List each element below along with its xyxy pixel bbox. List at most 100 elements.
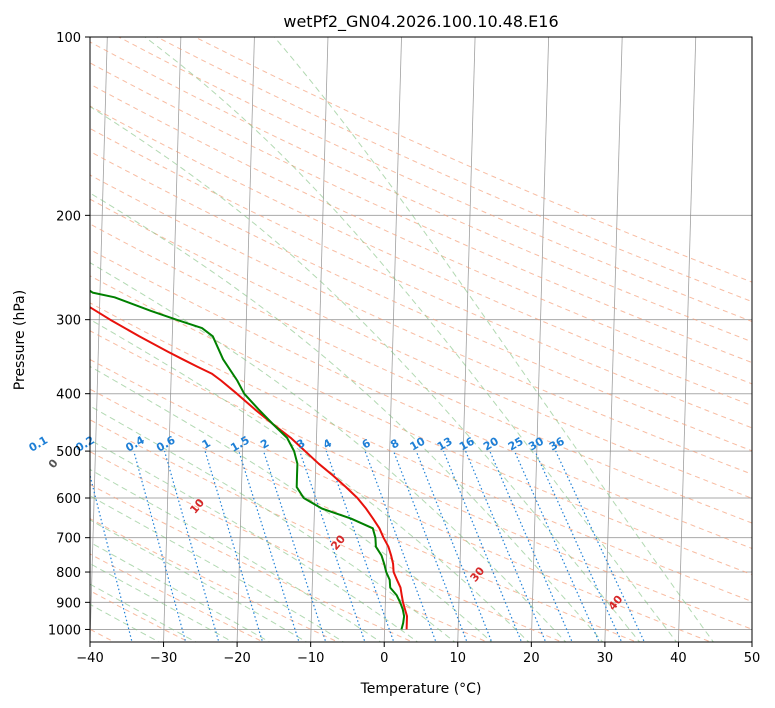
mixing-ratio-label: 1 — [200, 437, 213, 452]
mixing-ratio-line — [262, 450, 327, 642]
dry-adiabat-label: 40 — [606, 593, 626, 613]
mixing-ratio-line — [37, 451, 82, 644]
moist-adiabat-line — [90, 468, 382, 642]
dry-adiabat-line — [90, 419, 563, 642]
moist-adiabat-line — [90, 405, 456, 642]
x-tick-label: −40 — [76, 651, 103, 666]
y-tick-label: 700 — [56, 532, 81, 547]
y-tick-label: 400 — [56, 388, 81, 403]
dry-adiabat-line — [90, 62, 752, 364]
x-tick-label: 40 — [670, 651, 687, 666]
dry-adiabat-line — [90, 451, 489, 642]
dry-adiabat-label: 30 — [468, 564, 488, 584]
mixing-ratio-line — [415, 450, 493, 642]
chart-title: wetPf2_GN04.2026.100.10.48.E16 — [283, 12, 558, 32]
y-tick-label: 300 — [56, 314, 81, 329]
y-tick-label: 1000 — [48, 623, 81, 638]
mixing-ratio-line — [442, 450, 523, 642]
moist-adiabat-line — [90, 318, 530, 642]
mixing-ratio-label: 4 — [321, 436, 334, 451]
x-tick-label: 20 — [523, 651, 540, 666]
dry-adiabat-line — [90, 330, 752, 630]
dry-adiabat-line — [90, 174, 752, 475]
mixing-ratio-line — [392, 450, 468, 642]
dry-adiabat-line — [90, 483, 414, 642]
x-tick-label: −20 — [223, 651, 250, 666]
mixing-ratio-label: 6 — [360, 436, 373, 451]
plot-area — [37, 37, 752, 644]
x-axis: −40 −30 −20 −10 0 10 20 30 40 50 — [76, 642, 760, 666]
dry-adiabat-line — [90, 83, 752, 385]
mixing-ratio-line — [489, 450, 573, 642]
dry-adiabat-line — [90, 41, 752, 343]
dry-adiabat-line — [90, 150, 752, 452]
dry-adiabat-line — [194, 37, 752, 283]
isotherm-line — [751, 628, 752, 642]
isotherm-line — [163, 37, 182, 642]
plot-frame — [89, 36, 753, 643]
y-tick-label: 100 — [56, 31, 81, 46]
y-axis-label: Pressure (hPa) — [12, 290, 28, 390]
x-tick-label: −30 — [150, 651, 177, 666]
dry-adiabat-line — [90, 249, 752, 550]
mixing-ratio-label: 2 — [258, 437, 271, 452]
isotherm-line — [457, 37, 476, 642]
mixing-ratio-line — [163, 450, 220, 642]
dry-adiabat-line — [90, 275, 752, 576]
dry-adiabat-line — [90, 553, 265, 642]
moist-adiabat-line — [90, 439, 419, 642]
isotherm-line — [604, 37, 623, 642]
y-tick-label: 600 — [56, 492, 81, 507]
x-tick-label: 50 — [744, 651, 761, 666]
moist-adiabat-line — [90, 495, 345, 642]
profile-lines — [90, 289, 408, 630]
moist-adiabat-line — [144, 37, 678, 642]
dry-adiabat-line — [90, 358, 713, 642]
mixing-ratio-line — [534, 450, 623, 642]
moist-adiabat-line — [90, 541, 271, 642]
dry-adiabat-line — [90, 388, 638, 642]
mixing-ratio-line — [133, 450, 187, 642]
background-lines — [37, 37, 752, 644]
moist-adiabat-line — [90, 563, 234, 642]
y-tick-label: 500 — [56, 445, 81, 460]
x-tick-label: 10 — [450, 651, 467, 666]
y-axis: 100 200 300 400 500 600 700 800 900 1000 — [48, 31, 90, 638]
dry-adiabat-line — [90, 127, 752, 429]
mixing-ratio-line — [513, 450, 600, 642]
isotherm-line — [530, 37, 550, 642]
dry-adiabat-label: 20 — [328, 532, 348, 552]
moist-adiabat-line — [90, 583, 197, 642]
moist-adiabat-line — [90, 519, 308, 642]
mixing-ratio-line — [555, 450, 646, 642]
isotherm-line — [236, 37, 255, 642]
dewpoint-line — [90, 289, 406, 630]
y-tick-label: 900 — [56, 596, 81, 611]
moist-adiabat-line — [90, 365, 493, 642]
mixing-ratio-label: 3 — [294, 437, 307, 452]
temperature-line — [90, 306, 408, 630]
moist-adiabat-line — [274, 37, 715, 642]
isotherm-line — [678, 37, 697, 642]
mixing-ratio-line — [465, 450, 547, 642]
dry-adiabat-label: 10 — [187, 496, 207, 516]
mixing-ratio-line — [204, 450, 264, 642]
x-tick-label: 0 — [380, 651, 388, 666]
y-tick-label: 200 — [56, 209, 81, 224]
dry-adiabat-line — [90, 198, 752, 499]
x-tick-label: 30 — [597, 651, 614, 666]
dry-adiabat-line — [90, 590, 190, 642]
dry-adiabat-line — [156, 37, 752, 303]
isotherm-line — [383, 37, 402, 642]
x-tick-label: −10 — [297, 651, 324, 666]
dry-adiabat-line — [90, 302, 752, 603]
moist-adiabat-line — [90, 105, 641, 642]
moist-adiabat-line — [90, 192, 604, 642]
moist-adiabat-line — [90, 262, 567, 642]
mixing-ratio-label: 0.1 — [27, 434, 50, 455]
mixing-ratio-label: 8 — [388, 437, 401, 452]
dry-adiabat-line — [90, 223, 752, 524]
dry-adiabat-line — [90, 105, 752, 407]
mixing-ratio-line — [90, 473, 133, 642]
